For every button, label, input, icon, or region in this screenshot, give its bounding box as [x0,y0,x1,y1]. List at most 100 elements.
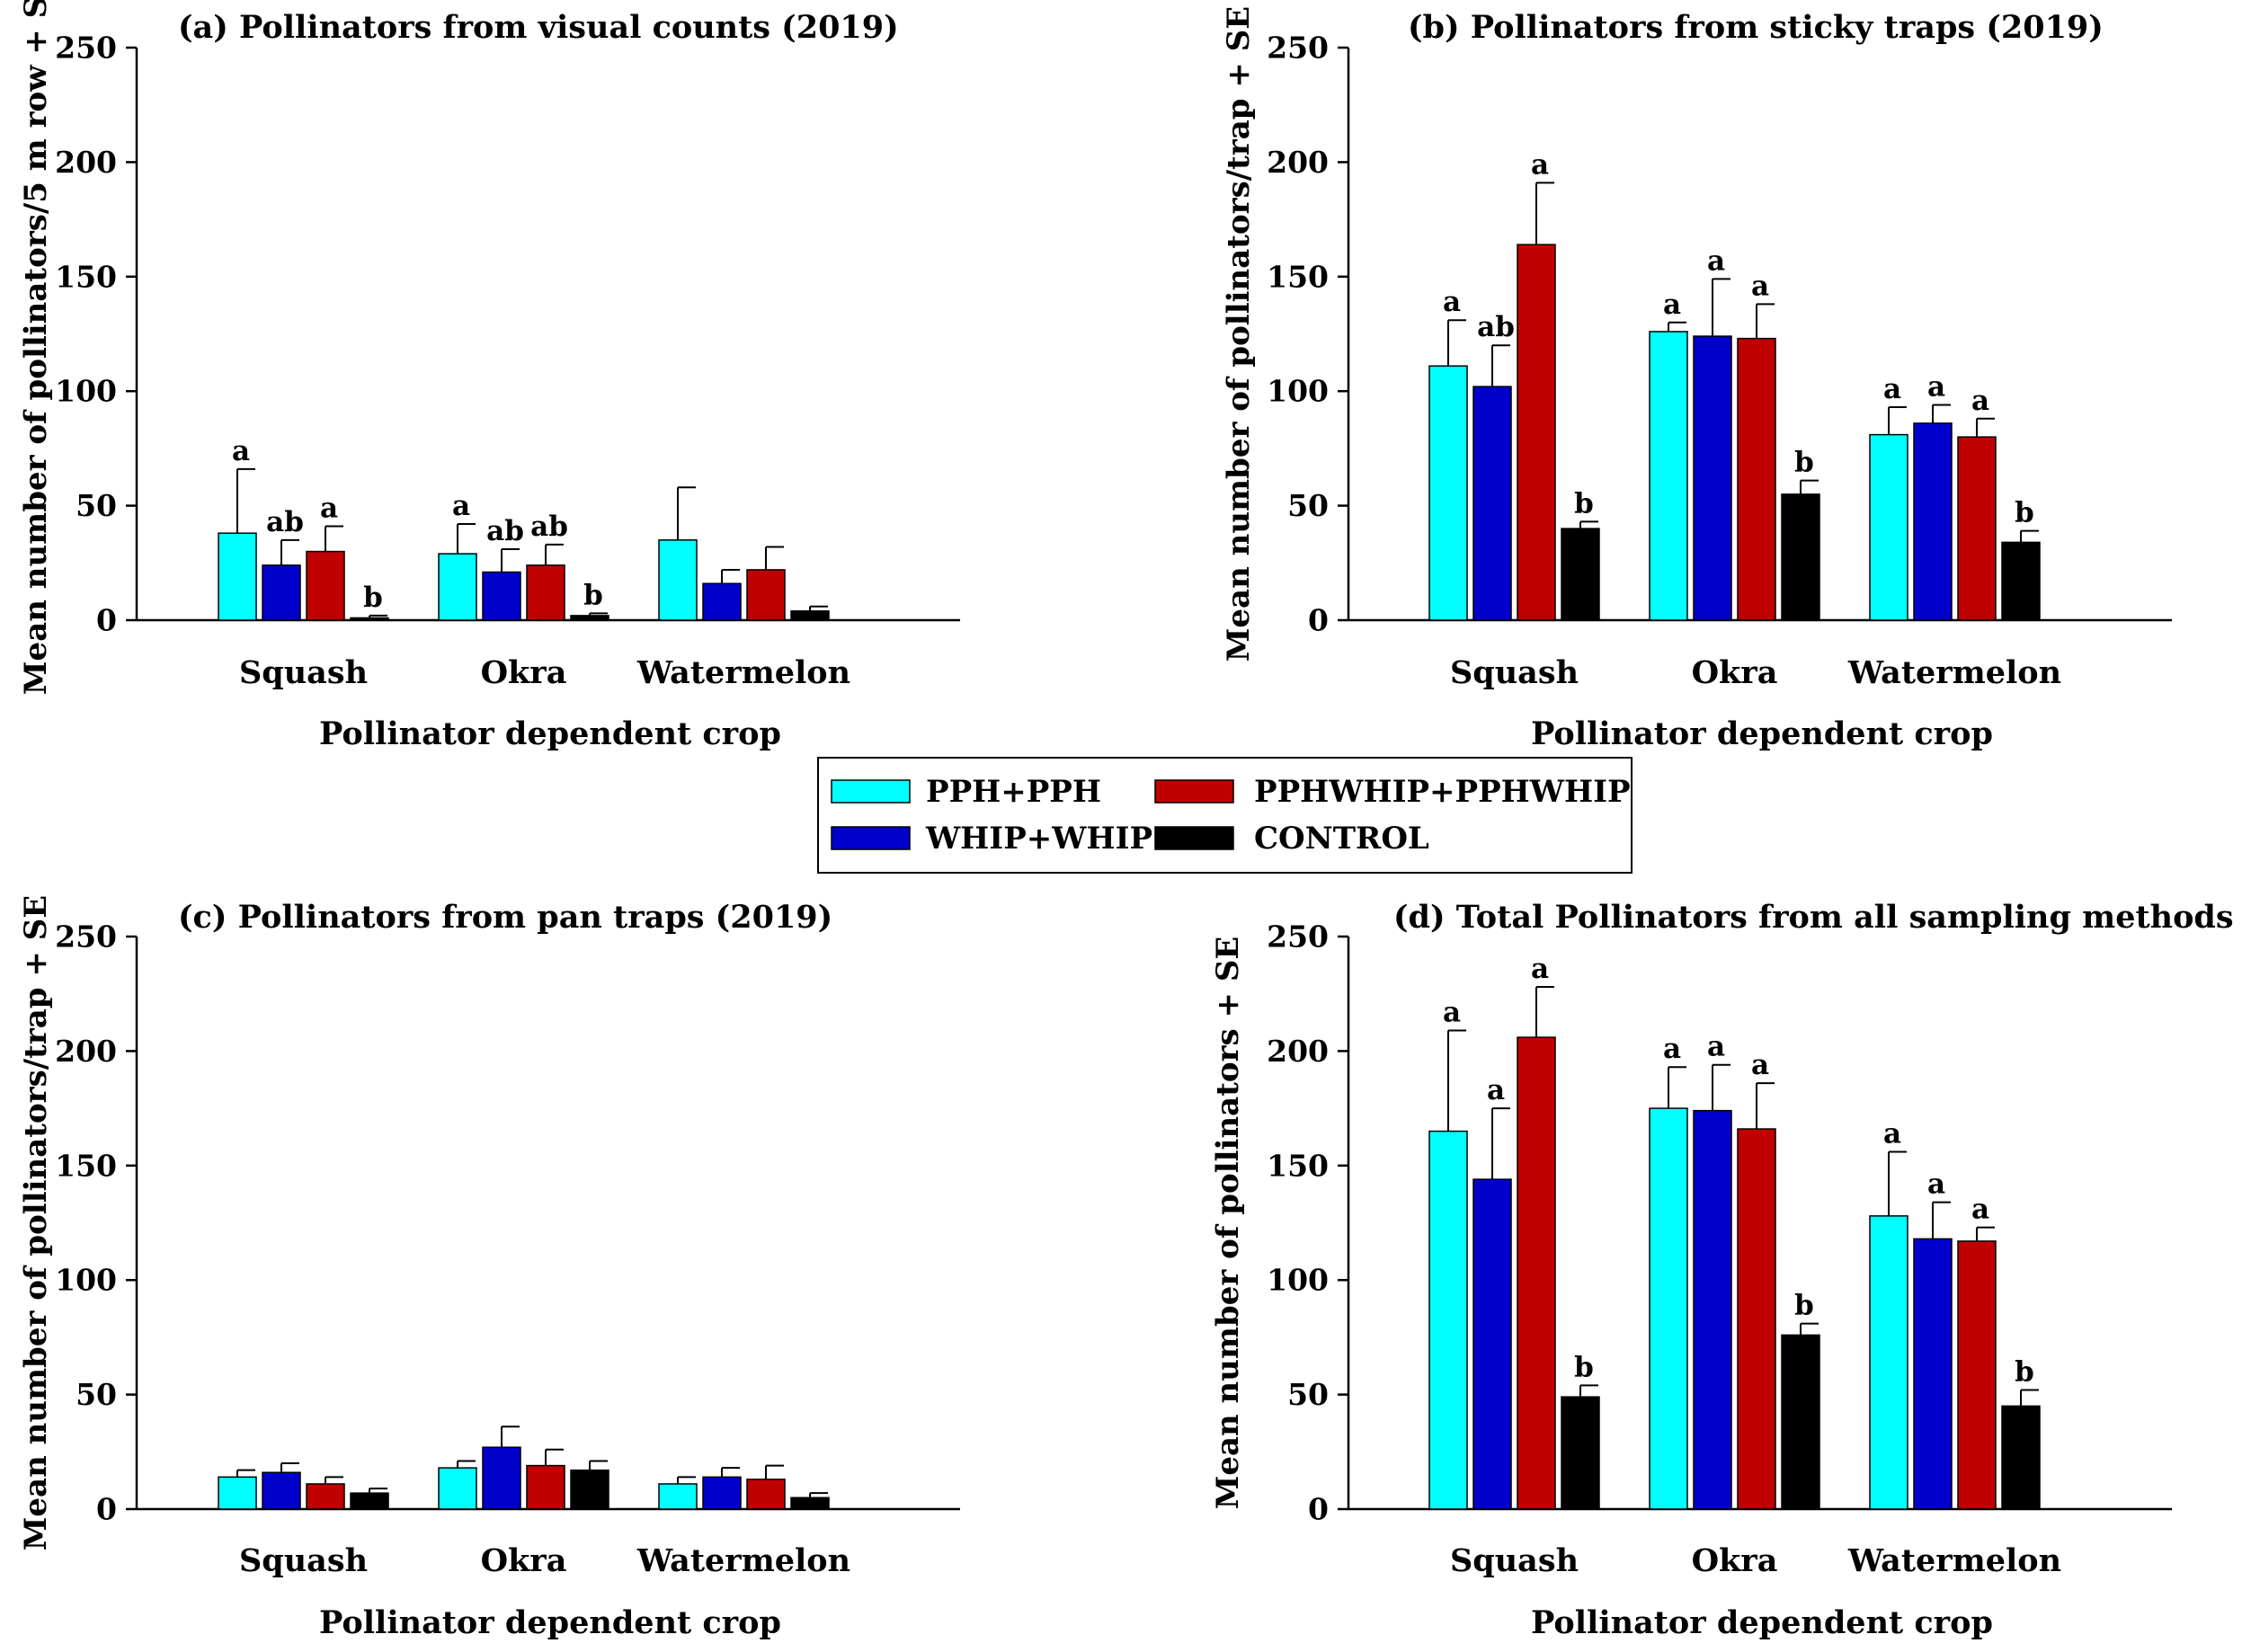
significance-letter: b [2015,1356,2034,1389]
bar [746,569,786,621]
y-tick-label: 100 [55,1263,117,1298]
bar [1957,1240,1997,1510]
bar [1649,1107,1688,1510]
x-axis-label: Pollinator dependent crop [1531,1604,1993,1641]
bar [526,1464,565,1510]
bar [570,1469,609,1510]
significance-letter: a [1663,289,1681,321]
y-tick-label: 50 [1287,488,1329,523]
significance-letter: a [1443,996,1461,1028]
significance-letter: a [1751,270,1769,302]
chart-title: (b) Pollinators from sticky traps (2019) [1408,9,2104,46]
bar [1737,337,1776,621]
significance-letter: a [232,435,250,467]
legend-swatch-whip [831,826,911,850]
chart-panel-2: (b) Pollinators from sticky traps (2019)… [1221,6,2172,752]
legend-swatch-pph [831,779,911,804]
significance-letter: b [1574,487,1594,520]
bar [1561,1396,1600,1510]
y-tick-label: 0 [1308,1492,1329,1527]
y-tick-label: 250 [1267,31,1329,66]
y-tick-label: 0 [1308,603,1329,638]
x-category-label: Okra [1692,1542,1778,1579]
y-tick-label: 200 [55,1034,117,1069]
x-category-label: Watermelon [636,654,850,691]
significance-letter: ab [486,515,524,547]
bar [1517,1036,1556,1510]
legend-swatch-control [1154,826,1234,850]
bar [1693,335,1732,621]
y-tick-label: 200 [55,145,117,180]
bar [482,571,521,621]
bar [1957,436,1997,621]
y-tick-label: 150 [55,1148,117,1183]
significance-letter: b [363,582,383,614]
bar [1869,433,1908,621]
significance-letter: a [320,493,338,525]
chart-title: (c) Pollinators from pan traps (2019) [178,899,832,936]
bar [1428,365,1468,621]
y-tick-label: 0 [96,1492,117,1527]
y-tick-label: 50 [76,1377,117,1412]
significance-letter: a [1927,370,1945,403]
y-tick-label: 150 [55,259,117,294]
bar [2001,541,2041,621]
y-tick-label: 250 [55,31,117,66]
y-tick-label: 100 [1267,1263,1329,1298]
x-category-label: Squash [239,654,368,691]
bar [658,539,698,621]
bar [702,1476,742,1510]
significance-letter: a [1971,1194,1989,1226]
bar [1428,1130,1468,1510]
x-category-label: Watermelon [1847,1542,2061,1579]
bar [1781,493,1820,621]
x-category-label: Squash [239,1542,368,1579]
bar [1693,1109,1732,1510]
significance-letter: a [1531,953,1549,985]
significance-letter: a [1751,1049,1769,1081]
x-category-label: Squash [1450,654,1579,691]
legend-label-control: CONTROL [1254,821,1429,857]
x-category-label: Okra [1692,654,1778,691]
bar [438,1467,477,1510]
bar [1781,1334,1820,1510]
legend-label-pphwhip: PPHWHIP+PPHWHIP [1254,774,1631,810]
bar [526,564,565,621]
bar [658,1483,698,1510]
bar [790,610,830,621]
legend-frame [817,757,1633,874]
bar [570,615,609,621]
significance-letter: ab [266,506,304,538]
bar [1913,1238,1953,1510]
y-tick-label: 150 [1267,1148,1329,1183]
x-category-label: Watermelon [1847,654,2061,691]
legend-label-pph: PPH+PPH [926,774,1101,810]
bar [746,1479,786,1510]
bar [218,1476,257,1510]
legend-label-whip: WHIP+WHIP [925,821,1152,857]
significance-letter: a [1971,385,1989,417]
x-axis-label: Pollinator dependent crop [1531,715,1993,752]
x-category-label: Squash [1450,1542,1579,1579]
bar [1472,1178,1512,1510]
y-axis-label: Mean number of pollinators/trap + SE [18,895,54,1550]
bar [350,617,389,621]
bar [482,1446,521,1510]
x-category-label: Okra [481,1542,567,1579]
significance-letter: a [452,490,470,522]
chart-title: (a) Pollinators from visual counts (2019… [178,9,899,46]
y-tick-label: 50 [1287,1377,1329,1412]
bar [1649,331,1688,621]
significance-letter: a [1707,1031,1725,1063]
y-axis-label: Mean number of pollinators/5 m row + SE [18,0,54,695]
bar [438,553,477,621]
bar [1913,422,1953,621]
significance-letter: b [1574,1351,1594,1383]
y-tick-label: 250 [1267,919,1329,955]
significance-letter: ab [530,511,568,543]
x-category-label: Okra [481,654,567,691]
bar [262,1471,301,1510]
bar [1869,1215,1908,1510]
significance-letter: b [2015,497,2034,529]
